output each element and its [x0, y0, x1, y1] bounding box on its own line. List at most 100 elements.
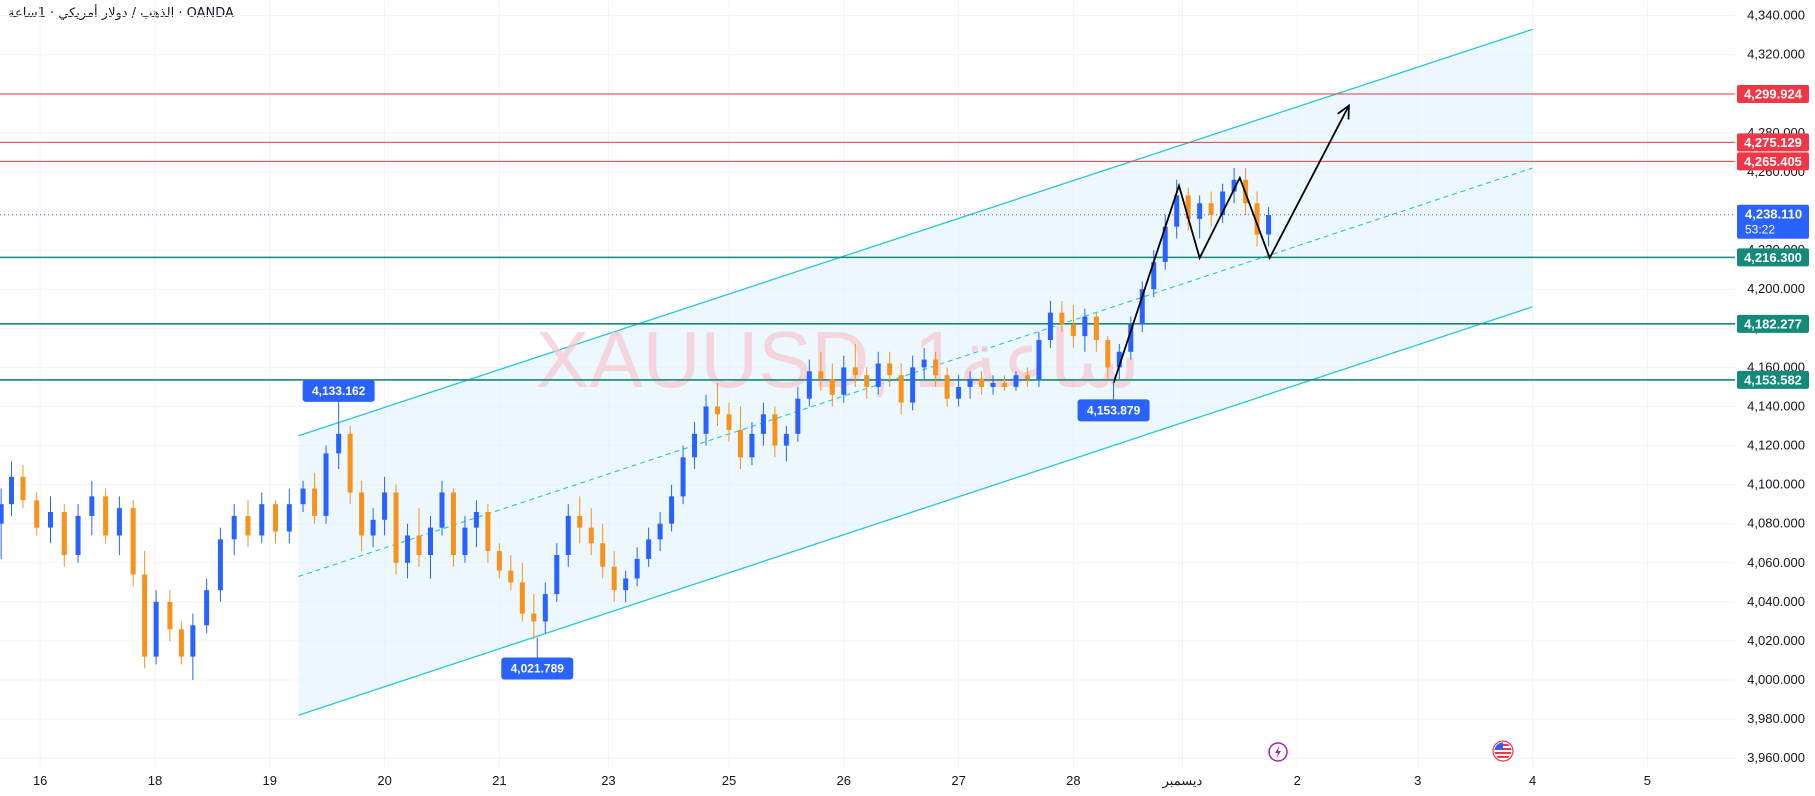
candle-body	[8, 476, 14, 505]
y-tick-label: 4,060.000	[1747, 555, 1805, 570]
candle-body	[393, 492, 399, 563]
candle-body	[749, 433, 755, 458]
symbol-header: OANDA · الذهب / دولار أمريكي · 1ساعة	[8, 6, 234, 21]
price-level-label[interactable]: 4,299.924	[1744, 86, 1803, 101]
candle-body	[359, 492, 365, 536]
candle	[0, 488, 4, 559]
x-tick-label: 3	[1414, 773, 1421, 788]
candle	[726, 402, 732, 442]
candle	[760, 402, 766, 446]
y-tick-label: 4,020.000	[1747, 633, 1805, 648]
candle-body	[382, 492, 388, 520]
candle	[393, 484, 399, 575]
candle-body	[623, 578, 629, 591]
candle-body	[300, 488, 306, 505]
candle	[554, 543, 560, 602]
candle-body	[416, 535, 422, 555]
candle-body	[1036, 340, 1042, 380]
candle-body	[286, 504, 292, 532]
x-tick-label: 4	[1529, 773, 1536, 788]
candle	[204, 578, 210, 634]
price-level-badge	[1737, 248, 1809, 267]
candle	[450, 488, 456, 567]
candle	[1128, 316, 1134, 360]
candle-body	[439, 492, 445, 528]
current-price-label[interactable]: 4,238.110	[1745, 207, 1802, 222]
candle	[795, 386, 801, 442]
candle	[1002, 375, 1007, 391]
candle	[273, 500, 279, 544]
candle	[783, 426, 789, 462]
candle	[428, 515, 433, 579]
candle	[1036, 332, 1042, 387]
candle-body	[1070, 324, 1076, 337]
candle	[669, 484, 675, 532]
candle	[611, 551, 617, 602]
candle	[715, 383, 720, 427]
candle	[153, 590, 159, 665]
candle	[818, 351, 824, 391]
candle-body	[1024, 375, 1030, 380]
candle	[680, 445, 686, 505]
candle	[217, 527, 223, 602]
price-level-label[interactable]: 4,216.300	[1744, 250, 1802, 265]
candle-body	[898, 375, 904, 403]
candle	[967, 371, 973, 399]
candle	[956, 375, 962, 407]
candle	[577, 496, 583, 544]
candle-body	[726, 414, 732, 430]
candle	[887, 351, 893, 387]
candle	[1070, 304, 1076, 348]
candle-body	[979, 379, 985, 387]
time-axis[interactable]: 16 18 19 20 21 23 25 26 27 28 ديسمبر 2 3 4 5	[33, 773, 1651, 789]
candle-body	[217, 539, 223, 591]
candle-body	[967, 379, 973, 387]
price-level-badge	[1737, 84, 1809, 103]
candle	[1093, 312, 1099, 352]
candle	[439, 480, 445, 536]
candle-body	[153, 601, 159, 657]
candle-body	[519, 582, 525, 614]
lightning-icon[interactable]	[1268, 742, 1288, 762]
callout-label: 4,021.789	[511, 661, 565, 675]
candle-body	[0, 504, 4, 524]
candle-body	[204, 590, 210, 626]
candle-body	[178, 629, 184, 657]
candle	[657, 512, 663, 552]
candle-body	[1231, 179, 1237, 192]
candle-body	[588, 527, 594, 544]
candle	[542, 582, 548, 634]
price-axis[interactable]: 3,960.000 3,980.000 4,000.000 4,020.000 4,04…	[1737, 8, 1809, 766]
callout-badge	[1077, 399, 1150, 422]
candle-body	[577, 515, 583, 528]
candle-body	[1047, 312, 1053, 341]
price-level-label[interactable]: 4,265.405	[1744, 154, 1802, 169]
price-level-label[interactable]: 4,275.129	[1744, 135, 1802, 150]
candle-body	[657, 523, 663, 540]
candle-body	[703, 406, 709, 434]
price-level-label[interactable]: 4,182.277	[1744, 316, 1802, 331]
candle	[20, 465, 26, 509]
candle	[1059, 300, 1065, 333]
us-flag-icon[interactable]	[1492, 740, 1514, 762]
price-level-label[interactable]: 4,153.582	[1744, 372, 1802, 387]
candle	[245, 500, 251, 548]
candle-body	[1013, 375, 1019, 387]
candle	[485, 504, 491, 563]
candle-body	[1116, 351, 1122, 368]
candle	[852, 343, 858, 387]
candle	[259, 492, 265, 544]
candle	[1162, 214, 1168, 270]
x-tick-label: 27	[951, 773, 965, 788]
candle	[910, 355, 916, 411]
candle	[634, 547, 640, 587]
candle	[508, 554, 514, 591]
candle-body	[1093, 316, 1099, 341]
candle-body	[473, 512, 479, 528]
candle	[347, 426, 353, 505]
candle-body	[61, 512, 67, 555]
candle-body	[887, 363, 893, 376]
candle	[300, 480, 306, 512]
channel-mid-line	[298, 167, 1533, 578]
y-tick-label: 4,160.000	[1747, 359, 1805, 374]
